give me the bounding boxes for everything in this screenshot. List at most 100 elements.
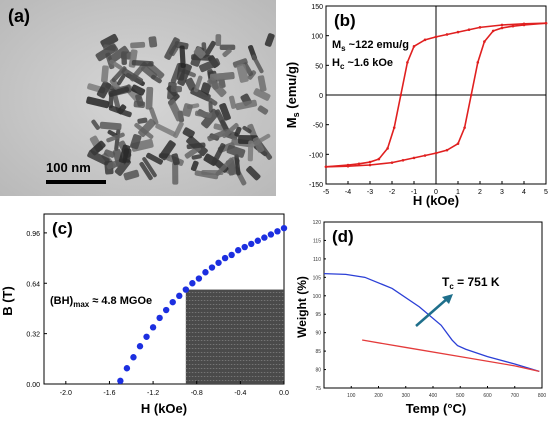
b-point xyxy=(463,126,466,129)
nanoparticle xyxy=(209,72,234,81)
c-data-point xyxy=(208,264,216,271)
d-ytick-label: 120 xyxy=(313,220,322,226)
panel-b: -5 -4 -3 -2 -1 0 1 2 3 4 5 -150 -100 -50 0 50 100 150 (b)… xyxy=(276,0,552,210)
c-xtick-label: -0.8 xyxy=(191,390,203,397)
nanoparticle xyxy=(118,144,131,164)
nanoparticle xyxy=(139,161,153,181)
nanoparticle xyxy=(186,142,206,150)
panel-b-label: (b) xyxy=(334,11,356,30)
b-point xyxy=(377,157,381,161)
nanoparticle xyxy=(130,41,146,49)
nanoparticle xyxy=(257,75,267,92)
b-point xyxy=(368,163,372,167)
nanoparticle xyxy=(246,166,261,181)
nanoparticle xyxy=(101,65,109,83)
b-point xyxy=(434,151,438,155)
nanoparticle xyxy=(130,134,142,150)
c-data-point xyxy=(274,228,281,235)
nanoparticle xyxy=(257,105,269,115)
nanoparticle xyxy=(242,125,252,134)
b-point xyxy=(491,29,495,33)
nanoparticle xyxy=(234,126,242,137)
nanoparticle xyxy=(197,90,218,106)
nanoparticle xyxy=(219,103,231,121)
c-data-point xyxy=(254,237,262,244)
b-ytick-label: 50 xyxy=(315,63,323,70)
b-xlabel: H (kOe) xyxy=(413,193,459,208)
b-point xyxy=(511,24,515,28)
nanoparticle xyxy=(167,99,184,122)
b-point xyxy=(467,28,471,32)
tc-arrow xyxy=(415,297,449,327)
c-data-point xyxy=(202,269,209,276)
b-point xyxy=(346,164,350,168)
d-ytick-label: 105 xyxy=(313,275,322,281)
nanoparticle xyxy=(207,77,227,97)
nanoparticle xyxy=(194,170,219,180)
b-point xyxy=(478,26,482,29)
nanoparticle xyxy=(177,63,192,86)
c-data-point xyxy=(117,377,124,385)
tc-annotation: Tc = 751 K xyxy=(442,275,500,291)
c-data-point xyxy=(156,314,163,322)
b-xtick-label: -4 xyxy=(345,189,351,196)
nanoparticle xyxy=(215,157,234,176)
c-xtick-label: -1.2 xyxy=(147,390,159,397)
nanoparticle xyxy=(158,140,176,161)
d-ytick-label: 100 xyxy=(313,294,322,300)
c-xtick-label: -1.6 xyxy=(103,390,115,397)
b-ytick-label: -50 xyxy=(313,123,323,130)
c-xtick-label: -0.4 xyxy=(234,390,246,397)
b-point xyxy=(386,147,389,150)
c-ytick-label: 0.00 xyxy=(26,382,40,389)
nanoparticle xyxy=(87,149,110,166)
b-point xyxy=(445,148,449,152)
nanoparticle xyxy=(221,123,239,139)
nanoparticle xyxy=(106,132,125,143)
b-ylabel: Ms (emu/g) xyxy=(284,62,301,128)
nanoparticle xyxy=(204,40,216,57)
b-point xyxy=(423,38,427,42)
nanoparticle xyxy=(117,73,126,86)
nanoparticle xyxy=(148,36,158,48)
nanoparticle xyxy=(251,54,264,74)
panel-d-label: (d) xyxy=(332,227,354,246)
b-point xyxy=(522,23,526,27)
c-data-point xyxy=(149,324,157,331)
b-point xyxy=(357,162,361,166)
d-ytick-label: 85 xyxy=(315,349,321,355)
c-data-point xyxy=(123,365,131,372)
c-data-point xyxy=(215,259,222,266)
nanoparticle xyxy=(193,46,206,59)
nanoparticle xyxy=(137,117,148,124)
nanoparticle xyxy=(194,110,212,118)
nanoparticle xyxy=(120,51,132,60)
nanoparticle xyxy=(173,121,184,139)
b-point xyxy=(483,40,486,43)
tc-arrowhead xyxy=(442,294,453,304)
d-xtick-label: 200 xyxy=(374,393,383,399)
nanoparticle xyxy=(215,34,222,46)
nanoparticle xyxy=(191,154,202,160)
nanoparticle xyxy=(253,88,271,101)
b-point xyxy=(476,61,480,64)
panel-a-label: (a) xyxy=(8,6,30,26)
c-data-point xyxy=(221,254,229,262)
nanoparticle xyxy=(226,144,246,158)
nanoparticle xyxy=(155,123,177,137)
d-xtick-label: 100 xyxy=(347,393,356,399)
nanoparticle xyxy=(170,85,183,93)
b-point xyxy=(500,23,504,27)
panel-a: (a) 100 nm xyxy=(0,0,276,196)
nanoparticle xyxy=(145,86,154,110)
c-data-point xyxy=(189,280,196,287)
b-xtick-label: -3 xyxy=(367,189,373,196)
nanoparticle-cluster xyxy=(86,33,275,186)
d-ytick-label: 110 xyxy=(313,257,321,263)
hc-annotation: Hc ~1.6 kOe xyxy=(332,57,393,71)
d-ytick-label: 115 xyxy=(313,238,321,244)
nanoparticle xyxy=(135,93,144,107)
b-ytick-label: 150 xyxy=(311,4,323,11)
nanoparticle xyxy=(179,45,186,68)
b-point xyxy=(456,142,460,145)
